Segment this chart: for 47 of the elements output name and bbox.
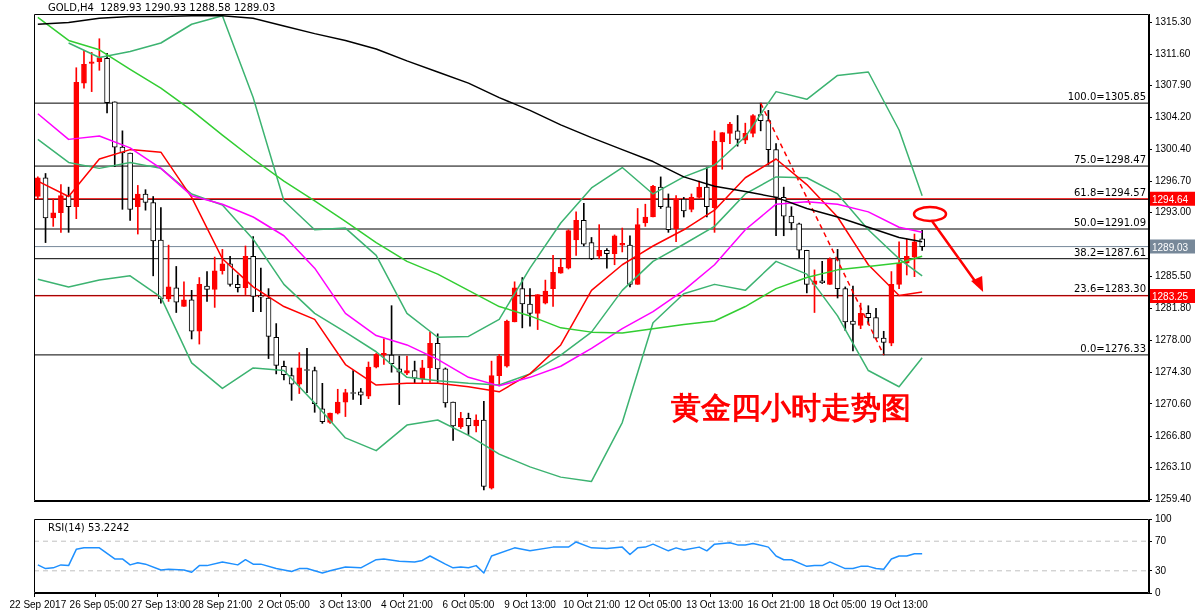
y-tick-label: 1263.10 (1155, 461, 1192, 473)
x-tick-label: 22 Sep 2017 (9, 598, 67, 610)
x-tick-label: 6 Oct 05:00 (442, 598, 495, 610)
y-tick-label: 0 (1155, 586, 1161, 598)
x-tick-label: 9 Oct 13:00 (504, 598, 557, 610)
ref-line-label: 23.6=1283.30 (1074, 283, 1146, 295)
y-tick-label: 1300.40 (1155, 143, 1192, 155)
y-tick-label: 1274.30 (1155, 365, 1192, 377)
y-tick-label: 1266.80 (1155, 429, 1192, 441)
y-tick-label: 100 (1155, 512, 1173, 524)
ref-line-label: 100.0=1305.85 (1067, 91, 1146, 103)
ref-line-label: 61.8=1294.57 (1074, 187, 1146, 199)
y-tick-label: 1315.30 (1155, 16, 1192, 28)
ref-line-label: 75.0=1298.47 (1074, 154, 1146, 166)
y-tick-label: 1278.00 (1155, 334, 1192, 346)
y-tick-label: 1285.50 (1155, 270, 1192, 282)
y-tick-label: 1270.60 (1155, 397, 1192, 409)
y-tick-label: 30 (1155, 564, 1167, 576)
y-tick-label: 1296.70 (1155, 174, 1192, 186)
annotation: 黄金四小时走势图 (670, 390, 911, 426)
y-tick-label: 1293.00 (1155, 206, 1192, 218)
x-tick-label: 19 Oct 13:00 (870, 598, 929, 610)
ref-line-label: 50.0=1291.09 (1074, 217, 1146, 229)
x-tick-label: 26 Sep 05:00 (69, 598, 130, 610)
x-tick-label: 13 Oct 13:00 (685, 598, 744, 610)
chart-title: GOLD,H4 1289.93 1290.93 1288.58 1289.03 (48, 2, 276, 13)
y-tick-label: 1259.40 (1155, 493, 1192, 505)
ref-line-label: 38.2=1287.61 (1074, 246, 1146, 258)
ref-line-label: 0.0=1276.33 (1080, 342, 1146, 354)
ref-line-label: 1283.25 (1152, 290, 1189, 302)
x-tick-label: 3 Oct 13:00 (319, 598, 372, 610)
y-tick-label: 1281.80 (1155, 302, 1192, 313)
ref-line-label: 1289.03 (1152, 241, 1189, 253)
x-tick-label: 16 Oct 21:00 (747, 598, 806, 610)
x-tick-label: 27 Sep 13:00 (131, 598, 192, 610)
x-tick-label: 2 Oct 05:00 (258, 598, 311, 610)
y-tick-label: 70 (1155, 534, 1167, 546)
x-tick-label: 12 Oct 05:00 (624, 598, 683, 610)
x-tick-label: 18 Oct 05:00 (808, 598, 867, 610)
y-tick-label: 1304.20 (1155, 110, 1192, 122)
x-tick-label: 10 Oct 21:00 (562, 598, 621, 610)
x-tick-label: 28 Sep 21:00 (192, 598, 253, 610)
y-tick-label: 1311.60 (1155, 47, 1191, 59)
x-tick-label: 4 Oct 21:00 (381, 598, 434, 610)
ref-line-label: 1294.64 (1152, 193, 1189, 205)
chart-title: RSI(14) 53.2242 (48, 522, 130, 533)
y-tick-label: 1307.90 (1155, 79, 1192, 91)
